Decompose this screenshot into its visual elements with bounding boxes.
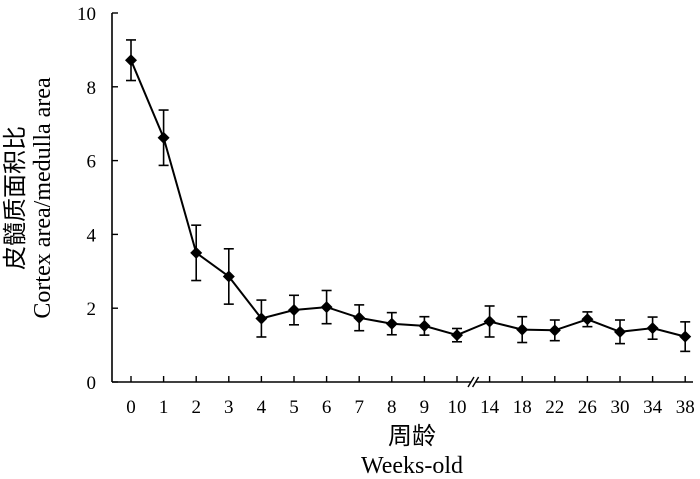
y-axis-title-en: Cortex area/medulla area <box>30 77 56 319</box>
series-layer <box>125 39 692 353</box>
x-tick-label: 38 <box>676 397 695 418</box>
series-line <box>130 59 686 338</box>
data-point <box>222 270 235 283</box>
data-point <box>255 312 268 325</box>
data-point <box>451 329 463 342</box>
x-tick-label: 26 <box>578 397 597 418</box>
x-tick-label: 14 <box>480 397 500 418</box>
data-point <box>516 323 529 336</box>
x-tick-label: 2 <box>191 397 201 418</box>
x-axis-title-en: Weeks-old <box>361 453 463 479</box>
y-tick-label: 2 <box>87 299 97 320</box>
data-point <box>157 131 170 144</box>
data-point <box>125 54 137 67</box>
y-tick-label: 10 <box>77 4 96 25</box>
data-point <box>418 319 431 332</box>
x-tick-label: 0 <box>126 397 136 418</box>
x-tick-label: 8 <box>387 397 397 418</box>
y-tick-label: 4 <box>87 225 97 246</box>
y-tick-label: 8 <box>87 78 97 99</box>
data-point <box>614 325 626 338</box>
data-point <box>190 246 203 259</box>
x-tick-label: 30 <box>611 397 630 418</box>
y-tick-label: 6 <box>87 152 97 173</box>
data-point <box>385 317 398 330</box>
axis-break-mark <box>467 376 475 388</box>
y-axis-title-cn: 皮髓质面积比 <box>2 126 29 270</box>
x-tick-label: 9 <box>420 397 430 418</box>
x-tick-label: 34 <box>643 397 663 418</box>
y-tick-label: 0 <box>87 373 97 394</box>
x-tick-label: 10 <box>448 397 467 418</box>
data-point <box>320 301 333 314</box>
data-point <box>646 322 659 335</box>
axis-break-mark <box>471 376 480 388</box>
x-tick-label: 6 <box>322 397 332 418</box>
data-point <box>483 315 496 328</box>
x-axis-title-cn: 周龄 <box>388 423 436 450</box>
x-tick-label: 4 <box>257 397 267 418</box>
x-tick-label: 5 <box>289 397 299 418</box>
data-point <box>288 304 300 317</box>
data-point <box>548 324 561 337</box>
data-point <box>353 311 366 324</box>
data-point <box>581 313 594 326</box>
data-point <box>679 330 692 343</box>
x-tick-label: 22 <box>545 397 564 418</box>
x-tick-label: 1 <box>159 397 169 418</box>
x-tick-label: 7 <box>354 397 364 418</box>
x-tick-label: 3 <box>224 397 234 418</box>
x-tick-label: 18 <box>513 397 532 418</box>
